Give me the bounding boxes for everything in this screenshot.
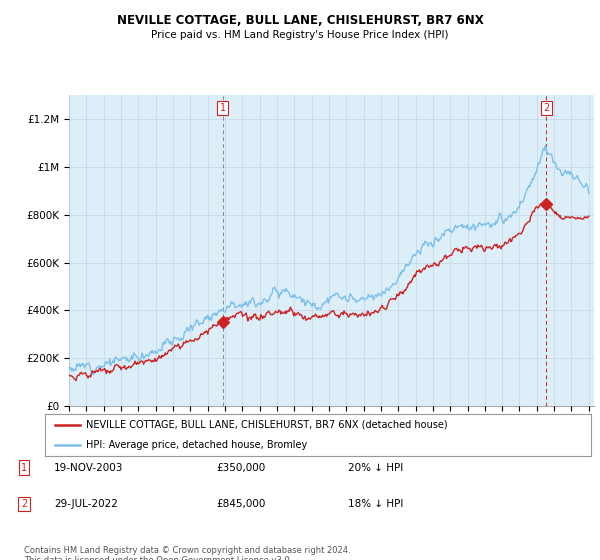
Text: 29-JUL-2022: 29-JUL-2022 bbox=[54, 499, 118, 509]
Text: £350,000: £350,000 bbox=[216, 463, 265, 473]
Text: 2: 2 bbox=[21, 499, 27, 509]
Text: 2: 2 bbox=[543, 103, 550, 113]
Text: 19-NOV-2003: 19-NOV-2003 bbox=[54, 463, 124, 473]
Text: 20% ↓ HPI: 20% ↓ HPI bbox=[348, 463, 403, 473]
Text: NEVILLE COTTAGE, BULL LANE, CHISLEHURST, BR7 6NX: NEVILLE COTTAGE, BULL LANE, CHISLEHURST,… bbox=[116, 14, 484, 27]
Text: Contains HM Land Registry data © Crown copyright and database right 2024.
This d: Contains HM Land Registry data © Crown c… bbox=[24, 546, 350, 560]
Text: 18% ↓ HPI: 18% ↓ HPI bbox=[348, 499, 403, 509]
Text: £845,000: £845,000 bbox=[216, 499, 265, 509]
Text: 1: 1 bbox=[220, 103, 226, 113]
Text: Price paid vs. HM Land Registry's House Price Index (HPI): Price paid vs. HM Land Registry's House … bbox=[151, 30, 449, 40]
Text: HPI: Average price, detached house, Bromley: HPI: Average price, detached house, Brom… bbox=[86, 440, 307, 450]
Text: 1: 1 bbox=[21, 463, 27, 473]
Text: NEVILLE COTTAGE, BULL LANE, CHISLEHURST, BR7 6NX (detached house): NEVILLE COTTAGE, BULL LANE, CHISLEHURST,… bbox=[86, 420, 448, 430]
